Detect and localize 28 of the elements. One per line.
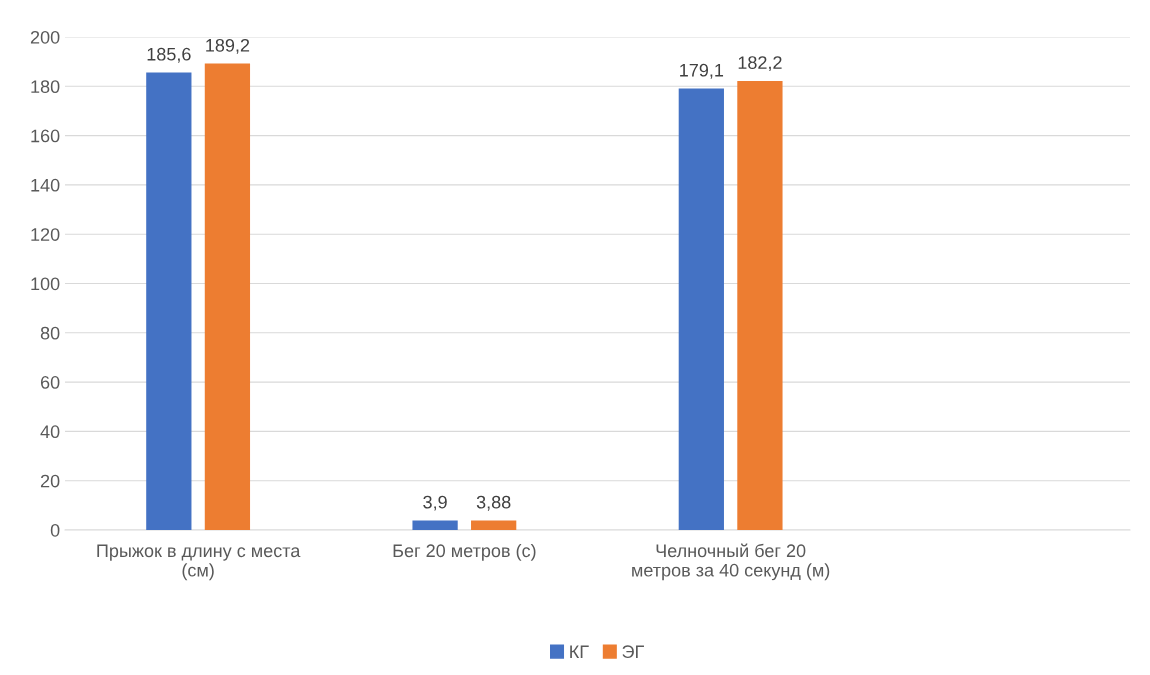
y-tick-label: 40 (40, 425, 60, 439)
y-tick-label: 200 (30, 30, 60, 44)
y-tick-label: 100 (31, 277, 60, 291)
x-tick-label: Челночный бег 20 метров за 40 секунд (м) (632, 543, 830, 581)
data-label: 3,9 (423, 495, 447, 511)
legend-label: ЭГ (622, 645, 644, 659)
bar (678, 88, 724, 530)
data-label: 179,1 (680, 63, 724, 79)
bar (204, 63, 251, 530)
y-tick-label: 180 (31, 80, 60, 94)
y-tick-label: 120 (31, 228, 60, 241)
y-tick-label: 140 (31, 178, 60, 192)
x-tick-label: Прыжок в длину с места (см) (97, 544, 301, 581)
data-label: 182,2 (738, 56, 782, 72)
legend-label: КГ (570, 645, 589, 658)
y-tick-label: 80 (40, 326, 60, 340)
bar (471, 520, 517, 530)
bar (412, 520, 458, 530)
data-label: 3,88 (476, 495, 511, 511)
x-tick-label: Бег 20 метров (с) (393, 543, 536, 561)
bar (737, 80, 783, 530)
data-label: 189,2 (206, 38, 250, 54)
bar (146, 72, 192, 530)
y-tick-label: 0 (50, 523, 60, 537)
y-tick-label: 60 (40, 376, 60, 389)
y-tick-label: 160 (31, 129, 60, 143)
y-tick-label: 20 (40, 474, 60, 488)
data-label: 185,6 (147, 47, 191, 63)
